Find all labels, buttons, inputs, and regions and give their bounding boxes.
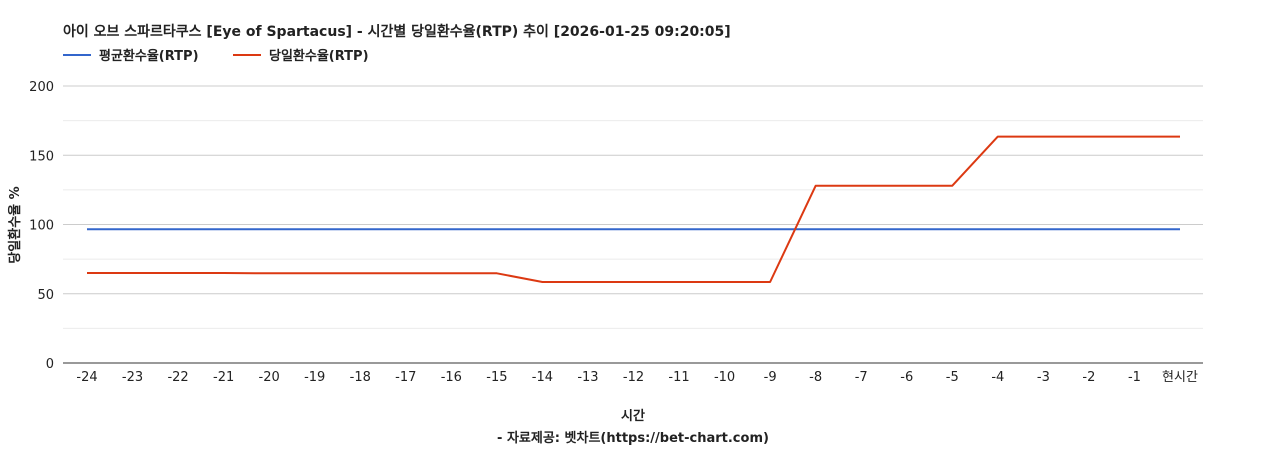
- x-tick-label: -9: [764, 370, 777, 385]
- x-tick-label: 현시간: [1162, 370, 1198, 385]
- x-tick-label: -14: [532, 370, 553, 385]
- gridlines: [63, 85, 1203, 364]
- x-tick-label: -24: [76, 370, 97, 385]
- x-axis-ticks: -24 -23 -22 -21 -20 -19 -18 -17 -16 -15 -14 -13 -12 -…: [76, 370, 1198, 385]
- x-tick-label: -7: [855, 370, 868, 385]
- x-tick-label: -21: [213, 370, 234, 385]
- x-tick-label: -12: [623, 370, 644, 385]
- y-tick-label: 100: [29, 219, 54, 234]
- series-line-daily-rtp: [87, 135, 1180, 283]
- x-tick-label: -22: [167, 370, 188, 385]
- series-lines: [87, 135, 1180, 283]
- y-tick-label: 150: [29, 149, 54, 164]
- y-axis-ticks: 0 50 100 150 200: [29, 80, 54, 372]
- legend: 평균환수율(RTP) 당일환수율(RTP): [63, 48, 369, 64]
- x-tick-label: -16: [441, 370, 462, 385]
- x-tick-label: -5: [946, 370, 959, 385]
- y-axis-title: 당일환수율 %: [7, 186, 23, 263]
- x-tick-label: -8: [809, 370, 822, 385]
- x-tick-label: -13: [577, 370, 598, 385]
- x-tick-label: -23: [122, 370, 143, 385]
- y-tick-label: 50: [37, 288, 54, 303]
- x-tick-label: -4: [991, 370, 1004, 385]
- y-tick-label: 200: [29, 80, 54, 95]
- chart-title: 아이 오브 스파르타쿠스 [Eye of Spartacus] - 시간별 당일…: [63, 23, 731, 40]
- x-tick-label: -1: [1128, 370, 1141, 385]
- legend-label-daily-rtp: 당일환수율(RTP): [269, 48, 369, 64]
- x-tick-label: -3: [1037, 370, 1050, 385]
- legend-label-average-rtp: 평균환수율(RTP): [99, 48, 199, 64]
- x-tick-label: -2: [1082, 370, 1095, 385]
- x-tick-label: -17: [395, 370, 416, 385]
- x-axis-title: 시간: [621, 408, 645, 424]
- x-tick-label: -15: [486, 370, 507, 385]
- x-tick-label: -6: [900, 370, 913, 385]
- source-footer: - 자료제공: 벳차트(https://bet-chart.com): [497, 430, 769, 446]
- y-tick-label: 0: [46, 357, 54, 372]
- x-tick-label: -20: [259, 370, 280, 385]
- x-tick-label: -10: [714, 370, 735, 385]
- x-tick-label: -19: [304, 370, 325, 385]
- x-tick-label: -11: [668, 370, 689, 385]
- x-tick-label: -18: [350, 370, 371, 385]
